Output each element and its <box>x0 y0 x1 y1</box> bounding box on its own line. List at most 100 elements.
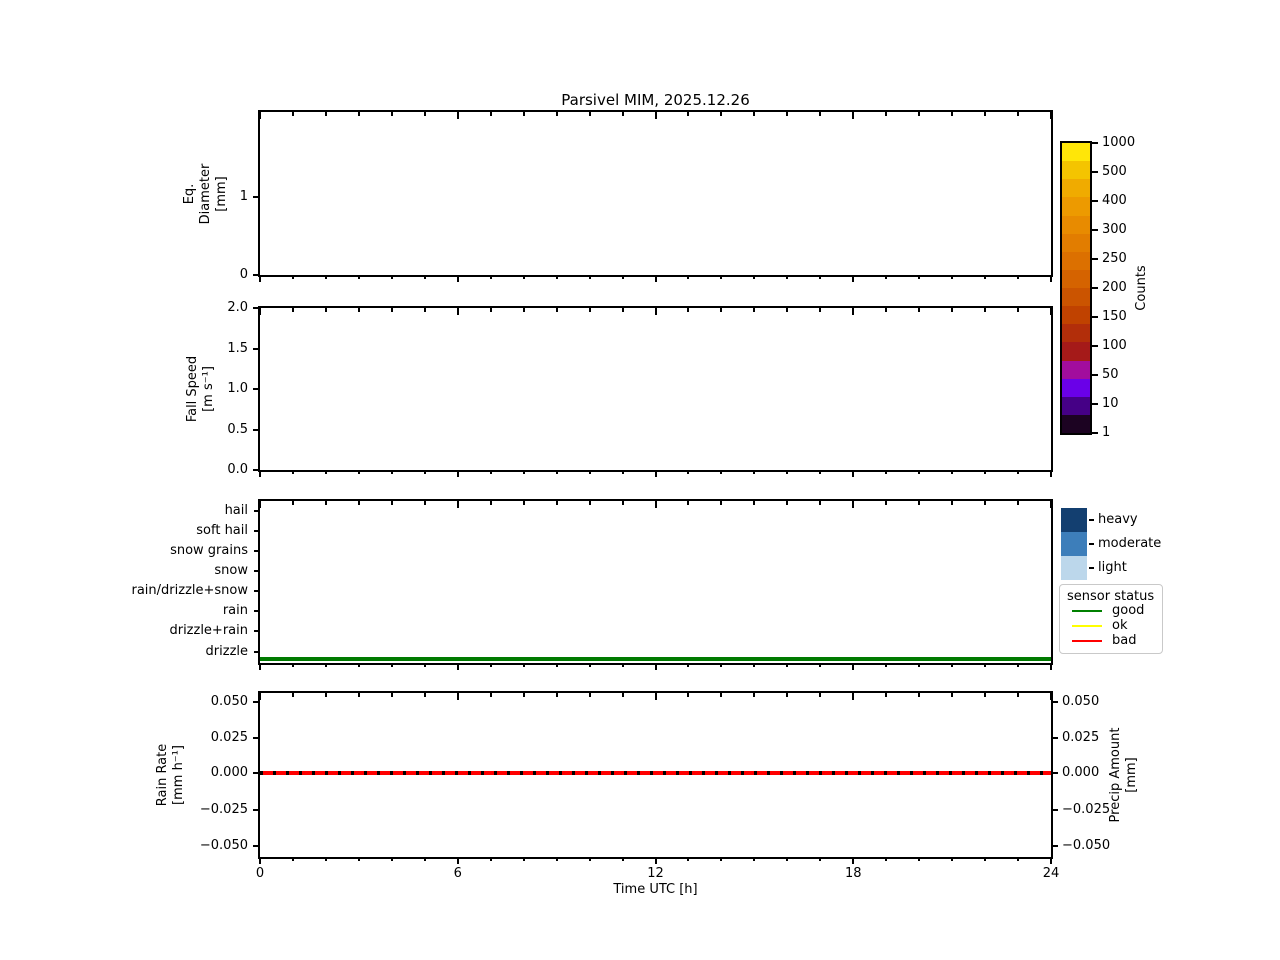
x-tick <box>324 501 327 505</box>
x-tick <box>522 308 525 312</box>
x-tick <box>489 112 492 116</box>
intensity-legend-segment <box>1061 532 1087 556</box>
colorbar-segment <box>1062 197 1090 216</box>
y-tick <box>253 274 260 276</box>
category-label: rain <box>222 602 248 618</box>
x-tick <box>555 275 558 279</box>
x-tick <box>324 663 327 667</box>
x-tick <box>885 112 888 116</box>
colorbar-tick <box>1092 374 1098 376</box>
colorbar-tick <box>1092 171 1098 173</box>
x-tick <box>291 112 294 116</box>
y-tick-label: −0.025 <box>199 801 248 817</box>
colorbar-segment <box>1062 215 1090 234</box>
x-tick <box>885 275 888 279</box>
x-tick <box>588 470 591 474</box>
colorbar-tick-label: 1 <box>1102 425 1111 440</box>
x-tick <box>522 275 525 279</box>
x-tick <box>259 501 261 508</box>
x-tick <box>291 693 294 697</box>
x-tick <box>984 663 987 667</box>
x-tick <box>456 308 459 315</box>
y-tick-right <box>1051 845 1058 847</box>
colorbar-segment <box>1062 251 1090 270</box>
x-tick <box>687 275 690 279</box>
y-tick-label: 1 <box>239 188 248 204</box>
x-tick-label: 0 <box>255 866 265 881</box>
x-tick <box>259 470 261 477</box>
x-tick <box>324 112 327 116</box>
x-tick <box>918 857 921 861</box>
x-tick <box>786 308 789 312</box>
y-tick <box>253 772 260 775</box>
x-tick <box>786 857 789 861</box>
y-tick-label: 2.0 <box>227 300 248 315</box>
y-tick-label: 1.0 <box>227 381 248 396</box>
x-tick <box>588 857 591 861</box>
x-tick <box>1017 112 1020 116</box>
x-tick <box>390 857 393 861</box>
x-tick <box>291 857 294 861</box>
x-tick <box>1050 112 1052 119</box>
x-tick <box>291 308 294 312</box>
category-label: drizzle <box>205 643 248 659</box>
x-tick <box>654 308 657 315</box>
x-tick <box>687 663 690 667</box>
category-tick <box>254 609 260 612</box>
x-tick <box>720 112 723 116</box>
x-tick <box>984 275 987 279</box>
x-tick <box>259 112 261 119</box>
sensor-status-legend: sensor status <box>1059 584 1163 654</box>
x-tick <box>918 112 921 116</box>
y-tick <box>253 701 260 704</box>
sensor-legend-line <box>1072 625 1102 627</box>
x-tick <box>687 470 690 474</box>
x-tick <box>621 112 624 116</box>
y-tick-label-right: −0.025 <box>1062 801 1111 817</box>
sensor-legend-label: good <box>1112 603 1145 618</box>
x-tick <box>786 112 789 116</box>
colorbar-tick <box>1092 403 1098 405</box>
x-tick <box>753 275 756 279</box>
colorbar-tick-label: 400 <box>1102 193 1127 208</box>
x-tick <box>291 501 294 505</box>
x-tick <box>456 501 459 508</box>
x-tick <box>918 308 921 312</box>
x-tick <box>918 470 921 474</box>
colorbar-tick <box>1092 142 1098 144</box>
colorbar-segment <box>1062 288 1090 307</box>
colorbar-segment <box>1062 269 1090 288</box>
y-tick-right <box>1051 772 1058 775</box>
y-tick <box>253 469 260 471</box>
y-tick-label: 0.050 <box>210 694 248 710</box>
category-label: soft hail <box>196 522 248 538</box>
x-tick <box>720 857 723 861</box>
x-tick <box>357 275 360 279</box>
x-tick <box>819 857 822 861</box>
x-tick <box>588 112 591 116</box>
x-tick <box>885 308 888 312</box>
y-tick <box>253 428 260 431</box>
colorbar-label-counts: Counts <box>1134 265 1149 311</box>
x-tick <box>654 857 657 864</box>
y-tick-label-right: 0.000 <box>1062 765 1100 781</box>
x-tick <box>885 857 888 861</box>
x-tick <box>753 470 756 474</box>
x-tick <box>259 693 261 700</box>
x-tick <box>489 308 492 312</box>
x-tick <box>1017 275 1020 279</box>
sensor-legend-line <box>1072 610 1102 612</box>
x-tick <box>357 112 360 116</box>
colorbar-tick <box>1092 287 1098 289</box>
x-tick <box>852 470 855 477</box>
x-tick <box>555 857 558 861</box>
x-tick <box>324 308 327 312</box>
colorbar-segment <box>1062 143 1090 162</box>
x-tick <box>390 308 393 312</box>
intensity-legend-tick <box>1089 543 1094 545</box>
x-tick <box>852 112 855 119</box>
x-tick <box>1050 857 1052 864</box>
x-tick <box>753 308 756 312</box>
colorbar-tick <box>1092 432 1098 434</box>
x-tick <box>786 470 789 474</box>
